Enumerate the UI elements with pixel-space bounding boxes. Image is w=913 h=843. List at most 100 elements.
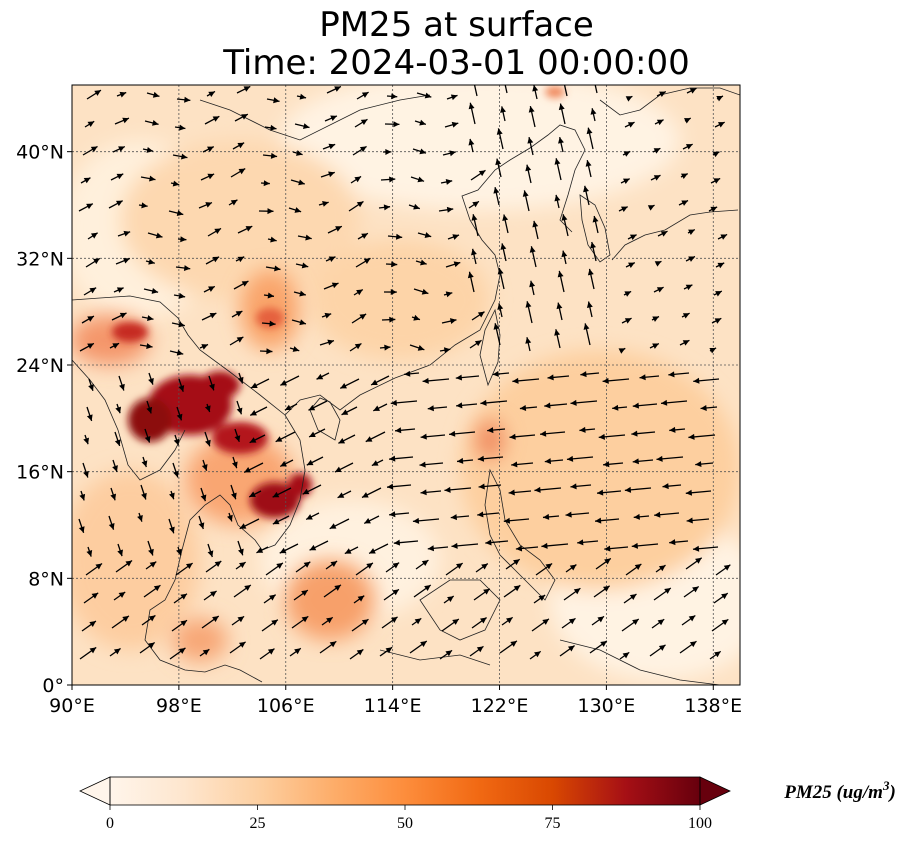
wind-arrow-head [500, 243, 507, 250]
wind-arrow-head [590, 108, 597, 115]
wind-arrow-head [234, 435, 241, 442]
wind-arrow-head [532, 220, 539, 228]
wind-arrow-head [513, 559, 520, 566]
wind-arrow-head [538, 595, 546, 601]
colorbar-tick-label: 75 [545, 815, 561, 832]
wind-arrow-head [118, 146, 125, 152]
wind-arrow-head [532, 85, 539, 92]
wind-arrow-head [556, 302, 563, 310]
wind-arrow-head [664, 587, 671, 594]
wind-arrow-head [361, 619, 369, 626]
wind-arrow-head [273, 97, 280, 104]
wind-arrow-head [180, 153, 188, 160]
wind-arrow-head [269, 320, 276, 327]
wind-arrow-head [371, 460, 379, 466]
wind-arrow-head [366, 562, 373, 569]
wind-arrow-head [623, 178, 630, 185]
wind-arrow-head [624, 291, 632, 297]
wind-arrow-head [356, 649, 364, 656]
colorbar-ticks: 0 25 50 75 100 [106, 805, 712, 832]
wind-arrow-head [450, 94, 458, 101]
wind-arrow-head [267, 292, 274, 299]
wind-arrow-head [669, 426, 676, 433]
wind-arrow-head [467, 271, 474, 279]
wind-arrow-head [137, 515, 143, 522]
wind-arrow-head [249, 491, 256, 497]
wind-arrow-head [501, 71, 507, 78]
wind-arrow-head [717, 262, 725, 269]
wind-arrow-head [456, 563, 463, 570]
wind-arrow-head [519, 405, 527, 411]
wind-arrow-head [632, 402, 640, 409]
wind-arrow-head [180, 236, 187, 243]
wind-arrow-head [710, 206, 718, 213]
wind-arrow-head [141, 492, 147, 500]
wind-arrow-head [83, 177, 91, 184]
wind-arrow-head [108, 523, 115, 530]
wind-arrow-head [241, 281, 249, 287]
wind-arrow-head [284, 404, 292, 411]
wind-arrow-head [692, 586, 699, 593]
wind-arrow-head [420, 433, 427, 440]
wind-arrow-head [329, 641, 337, 648]
wind-arrow-head [478, 170, 486, 177]
wind-arrow-head [421, 288, 429, 295]
wind-arrow-head [389, 176, 396, 183]
wind-arrow-head [554, 329, 561, 336]
wind-arrow-head [148, 377, 154, 385]
wind-arrow-head [237, 376, 244, 384]
wind-arrow-head [359, 313, 367, 320]
wind-arrow-head [231, 492, 237, 500]
wind-arrow-head [420, 641, 427, 647]
wind-arrow-head [301, 616, 309, 623]
wind-arrow-head [178, 647, 186, 654]
wind-arrow-head [335, 226, 342, 232]
wind-arrow-head [202, 649, 210, 656]
wind-arrow-head [495, 158, 502, 166]
lon-tick-label: 90°E [49, 695, 95, 717]
wind-arrow-head [658, 565, 666, 572]
lat-tick-label: 16°N [16, 462, 64, 484]
wind-arrow-head [487, 427, 494, 434]
wind-arrow-head [580, 371, 587, 378]
wind-arrow-head [146, 406, 153, 414]
lon-tick-label: 114°E [364, 695, 422, 717]
wind-arrow-head [116, 173, 124, 180]
lon-tick-label: 106°E [257, 695, 315, 717]
wind-arrow-head [625, 96, 633, 102]
wind-arrow-head [305, 234, 312, 241]
wind-arrow-head [178, 292, 186, 299]
wind-arrow-head [634, 564, 642, 570]
wind-arrow-head [309, 431, 316, 437]
wind-arrow-head [250, 382, 258, 389]
wind-arrow-head [590, 241, 597, 249]
wind-arrow-head [116, 287, 124, 293]
wind-arrow-head [685, 489, 693, 496]
wind-arrow-head [568, 618, 576, 625]
wind-arrow-head [421, 560, 429, 567]
colorbar-min-extend [79, 776, 111, 806]
wind-arrow-head [586, 127, 593, 135]
wind-arrow-head [89, 287, 97, 294]
wind-arrow-head [688, 433, 695, 440]
wind-arrow-head [447, 596, 454, 603]
wind-arrow-head [656, 455, 663, 462]
wind-arrow-head [227, 514, 233, 522]
wind-arrow-head [231, 461, 238, 469]
wind-arrow-head [468, 102, 475, 110]
wind-arrow-head [424, 92, 432, 99]
wind-arrow-head [624, 318, 632, 324]
wind-arrow-head [493, 187, 500, 194]
wind-arrow-head [717, 122, 725, 128]
wind-arrow-head [302, 123, 310, 130]
wind-arrow-head [714, 651, 721, 658]
wind-arrow-head [716, 96, 723, 102]
wind-arrow-head [239, 523, 247, 529]
wind-arrow-head [597, 616, 605, 623]
wind-arrow-head [205, 439, 211, 447]
wind-arrow-head [328, 171, 335, 178]
wind-arrow-head [414, 618, 422, 625]
wind-arrow-head [592, 215, 599, 223]
wind-arrow-head [244, 467, 251, 473]
